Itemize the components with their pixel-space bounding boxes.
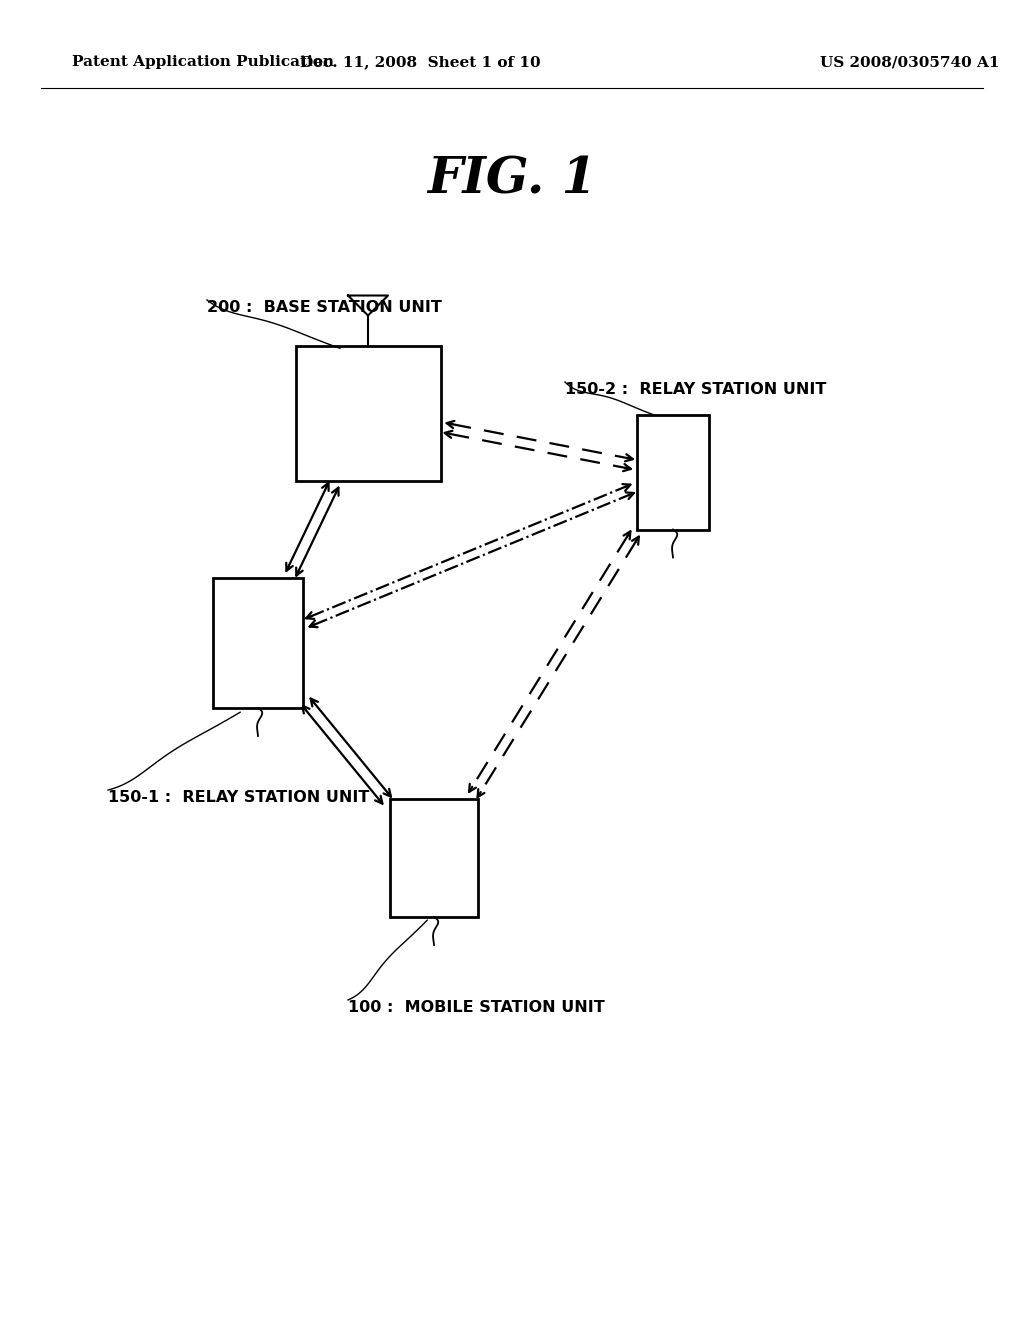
Bar <box>213 578 303 708</box>
Bar <box>637 414 709 529</box>
Bar <box>390 799 478 917</box>
Text: Patent Application Publication: Patent Application Publication <box>72 55 334 69</box>
Text: 200 :  BASE STATION UNIT: 200 : BASE STATION UNIT <box>207 300 442 315</box>
Bar <box>296 346 440 480</box>
Text: FIG. 1: FIG. 1 <box>427 154 597 205</box>
Text: Dec. 11, 2008  Sheet 1 of 10: Dec. 11, 2008 Sheet 1 of 10 <box>300 55 541 69</box>
Text: US 2008/0305740 A1: US 2008/0305740 A1 <box>820 55 999 69</box>
Text: 150-2 :  RELAY STATION UNIT: 150-2 : RELAY STATION UNIT <box>565 381 826 397</box>
Text: 100 :  MOBILE STATION UNIT: 100 : MOBILE STATION UNIT <box>348 1001 605 1015</box>
Text: 150-1 :  RELAY STATION UNIT: 150-1 : RELAY STATION UNIT <box>108 789 370 805</box>
